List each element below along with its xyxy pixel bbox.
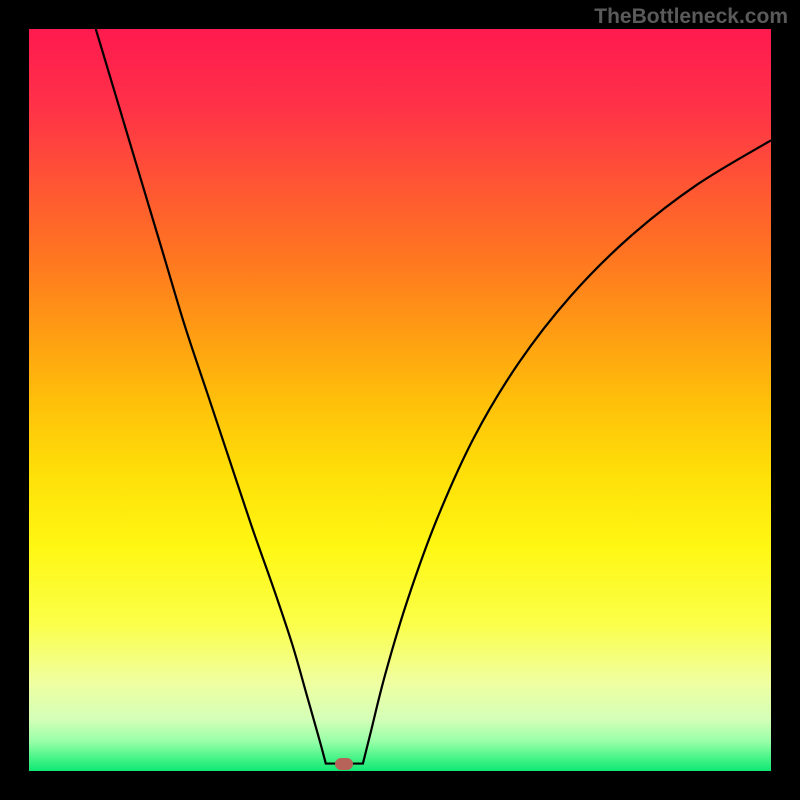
bottleneck-curve [29, 29, 771, 771]
curve-line [96, 29, 771, 764]
chart-container: TheBottleneck.com [0, 0, 800, 800]
plot-area [29, 29, 771, 771]
minimum-marker [335, 758, 353, 770]
watermark-text: TheBottleneck.com [594, 5, 788, 29]
